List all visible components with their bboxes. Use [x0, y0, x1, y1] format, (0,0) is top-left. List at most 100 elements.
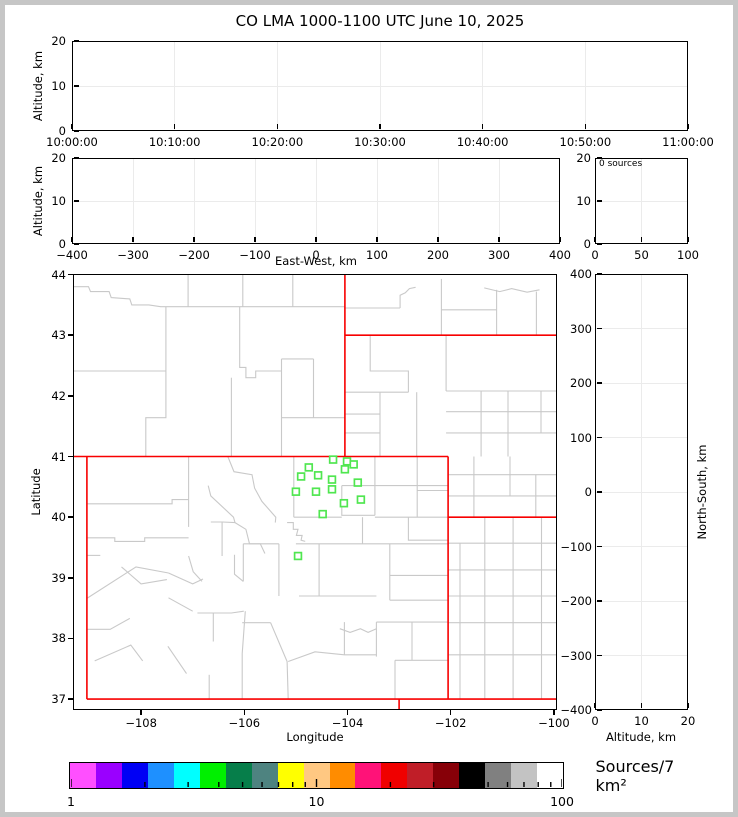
- axis-tick: [481, 124, 484, 129]
- colorbar-ticks: [71, 779, 562, 787]
- county-boundary: [73, 286, 345, 308]
- colorbar-segment: [433, 763, 460, 788]
- county-boundary: [94, 644, 144, 662]
- colorbar-segment: [121, 763, 148, 788]
- axis-tick: [74, 85, 79, 87]
- axis-tick: [68, 516, 73, 518]
- lma-station-marker: [311, 487, 321, 496]
- axis-tick: [68, 698, 73, 700]
- grid-line: [595, 546, 688, 547]
- y-tick-label: 10: [576, 194, 591, 208]
- x-tick-label: 400: [549, 248, 571, 262]
- county-boundary: [270, 622, 289, 700]
- lat-tick-label: 41: [51, 449, 66, 464]
- county-boundary: [86, 617, 131, 630]
- axis-tick: [584, 124, 587, 129]
- lma-station-marker: [356, 495, 366, 504]
- lma-station-marker: [304, 463, 314, 472]
- y-tick-label: 20: [576, 151, 591, 165]
- grid-line: [595, 655, 688, 656]
- axis-tick: [68, 637, 73, 640]
- axis-tick: [597, 273, 602, 275]
- y-tick-label: −200: [560, 594, 592, 608]
- axis-tick: [597, 327, 602, 330]
- x-tick-label: 200: [427, 248, 449, 262]
- axis-tick: [597, 382, 602, 384]
- y-tick-label: 0: [58, 237, 66, 251]
- y-tick-label: −100: [560, 539, 592, 554]
- colorbar-segment: [277, 763, 304, 788]
- county-boundary: [241, 611, 246, 700]
- lma-station-marker: [291, 487, 301, 496]
- grid-line: [595, 437, 688, 438]
- x-tick-label: 10:40:00: [456, 135, 509, 149]
- county-boundary: [86, 499, 189, 505]
- x-tick-label: 50: [634, 248, 649, 262]
- x-tick-label: −200: [178, 248, 210, 262]
- source-count-annotation: 0 sources: [599, 159, 643, 169]
- county-boundary: [86, 537, 189, 542]
- county-boundary: [86, 566, 169, 599]
- axis-tick: [68, 395, 73, 397]
- colorbar-segment: [329, 763, 356, 788]
- y-tick-label: 0: [58, 124, 66, 138]
- y-tick-label: 10: [51, 79, 66, 93]
- axis-tick: [640, 237, 643, 242]
- colorbar-segment: [147, 763, 174, 788]
- lat-tick-label: 43: [51, 328, 66, 343]
- y-tick-label: −400: [560, 703, 592, 717]
- colorbar-tick-label: 1: [67, 794, 75, 809]
- county-boundary: [287, 522, 306, 542]
- lma-station-marker: [349, 460, 358, 469]
- axis-tick: [597, 654, 602, 657]
- axis-tick: [597, 157, 602, 159]
- y-tick-label: 20: [51, 151, 66, 165]
- y-tick-label: 20: [51, 34, 66, 48]
- colorbar-segment: [95, 763, 122, 788]
- y-tick-label: 100: [570, 430, 592, 445]
- x-tick-label: 10:00:00: [46, 135, 98, 149]
- county-boundary: [233, 554, 244, 582]
- lma-station-marker: [339, 498, 349, 508]
- axis-tick: [68, 273, 73, 276]
- county-boundary: [227, 456, 277, 523]
- grid-line: [595, 600, 688, 602]
- x-tick-label: 10:10:00: [148, 135, 201, 149]
- county-boundary: [239, 306, 282, 379]
- lon-tick-label: −104: [331, 716, 364, 730]
- county-boundary: [210, 521, 236, 524]
- axis-tick: [597, 600, 602, 602]
- colorbar-segment: [199, 763, 226, 788]
- county-boundary: [167, 645, 187, 674]
- axis-tick: [173, 124, 176, 129]
- colorbar-segment: [173, 763, 200, 788]
- axis-tick: [379, 124, 381, 129]
- x-tick-label: 10:20:00: [251, 135, 304, 149]
- grid-line: [72, 200, 560, 202]
- colorbar-title: Sources/7 km²: [595, 757, 675, 795]
- county-boundary: [339, 628, 377, 634]
- lma-station-marker: [328, 455, 338, 464]
- county-boundary: [288, 651, 377, 663]
- axis-tick: [640, 703, 643, 708]
- county-boundary: [168, 572, 204, 585]
- lon-tick-label: −106: [228, 716, 261, 730]
- north-south-ylabel: North-South, km: [695, 444, 709, 540]
- axis-tick: [597, 491, 602, 493]
- axis-tick: [597, 545, 602, 548]
- axis-tick: [597, 709, 602, 711]
- lma-station-marker: [296, 472, 306, 481]
- grid-line: [595, 491, 688, 493]
- colorbar-segment: [407, 763, 434, 788]
- y-tick-label: 400: [570, 267, 592, 281]
- axis-tick: [68, 577, 73, 579]
- axis-tick: [687, 124, 689, 129]
- lon-tick-label: −102: [434, 716, 467, 730]
- lat-tick-label: 39: [51, 570, 66, 585]
- colorbar-segment: [381, 763, 408, 788]
- axis-tick: [594, 703, 596, 708]
- lma-station-marker: [342, 457, 352, 466]
- lma-station-marker: [340, 465, 350, 474]
- grid-line: [595, 328, 688, 329]
